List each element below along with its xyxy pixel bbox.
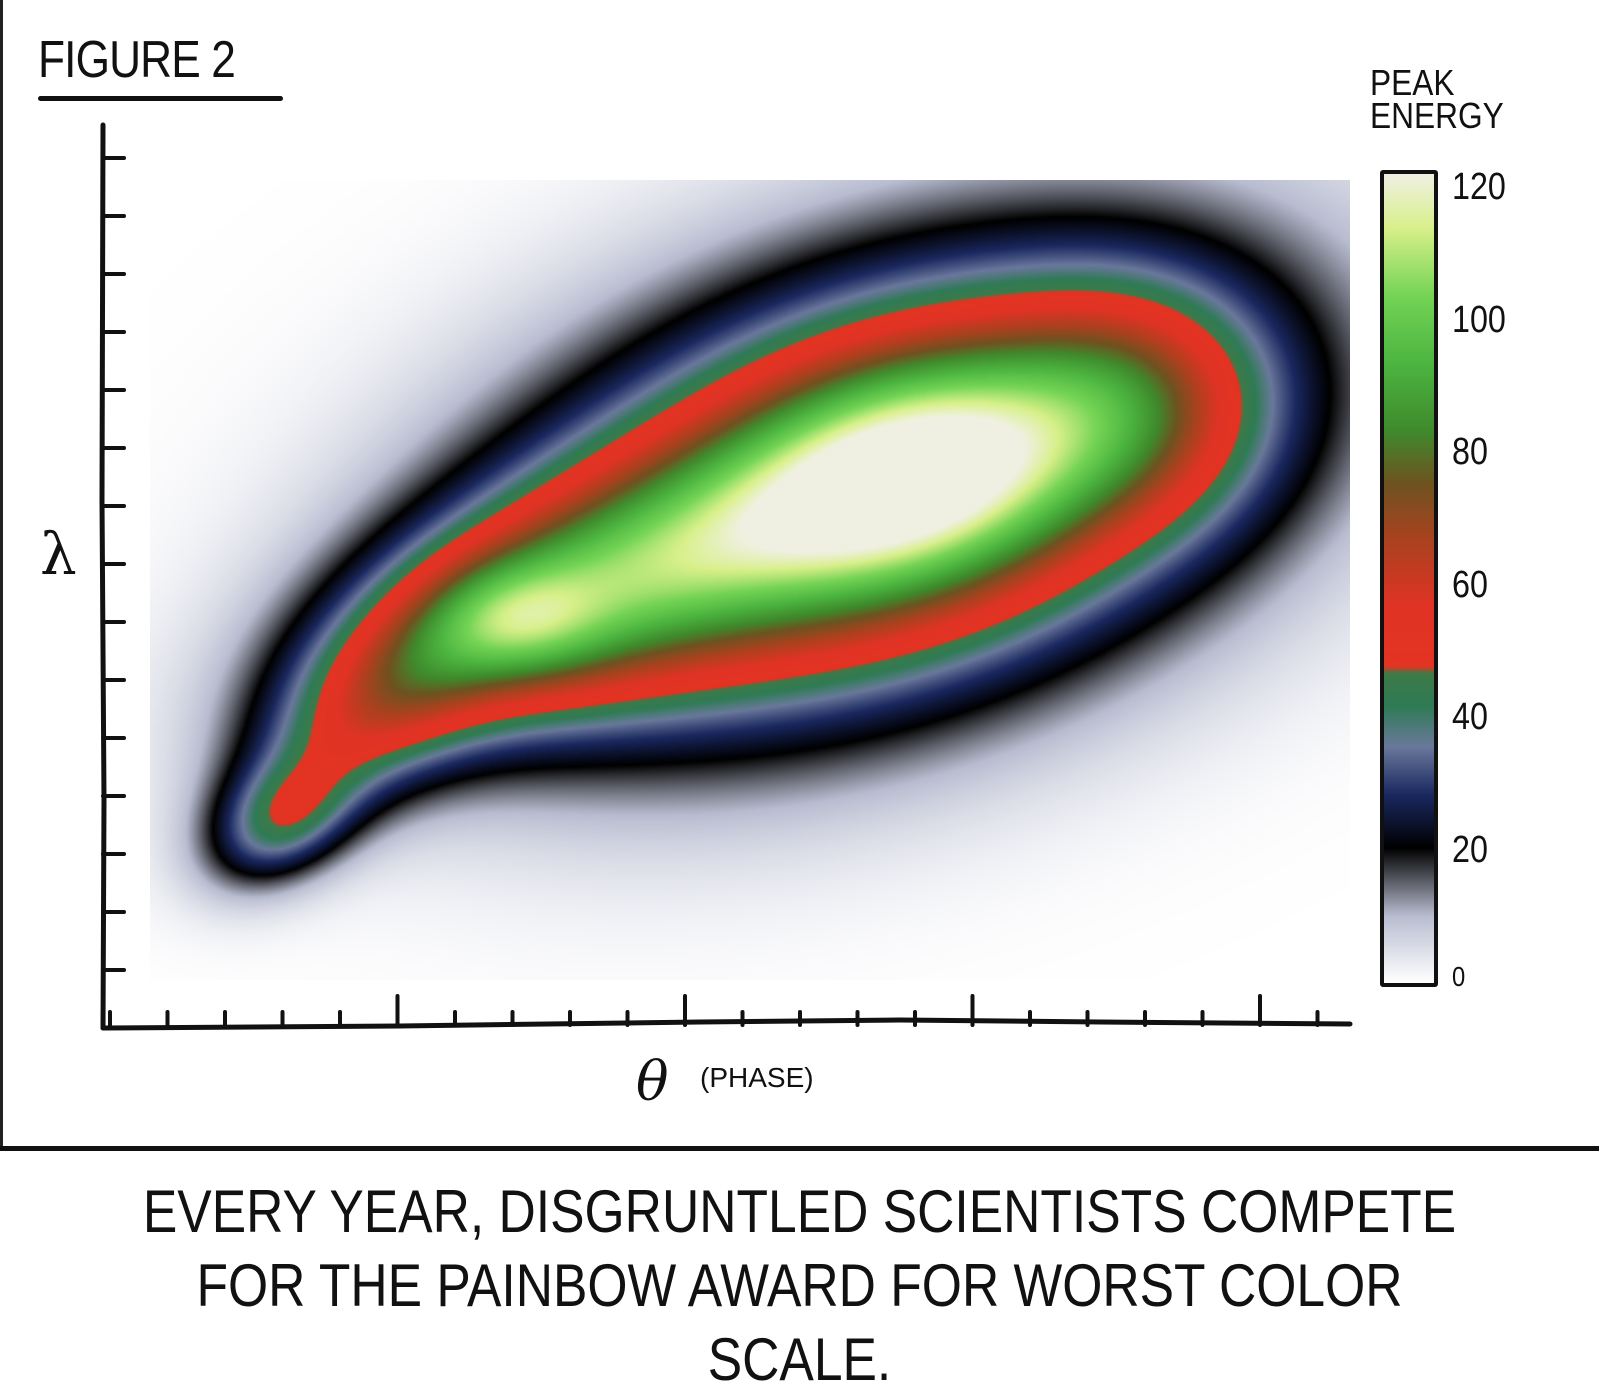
colorbar-tick-label: 80 — [1452, 431, 1488, 473]
x-axis-label: θ — [636, 1050, 669, 1113]
caption-line-1: EVERY YEAR, DISGRUNTLED SCIENTISTS COMPE… — [142, 1178, 1457, 1245]
colorbar-tick-label: 100 — [1452, 298, 1506, 341]
colorbar-tick-label: 20 — [1452, 828, 1488, 871]
x-axis-label-note: (PHASE) — [700, 1062, 814, 1093]
colorbar-tick-label: 60 — [1452, 563, 1488, 606]
colorbar-tick-label: 120 — [1452, 166, 1506, 208]
panel-divider — [0, 1146, 1599, 1151]
caption-line-2: FOR THE PAINBOW AWARD FOR WORST COLOR SC… — [196, 1252, 1403, 1393]
x-axis-line — [100, 1017, 1353, 1031]
colorbar — [1380, 170, 1438, 987]
axes — [99, 122, 1353, 1031]
figure-label: FIGURE 2 — [38, 31, 236, 89]
figure-label-underline — [38, 96, 283, 101]
y-axis-label: λ — [40, 520, 77, 588]
colorbar-tick-label: 40 — [1452, 696, 1488, 738]
colorbar-title: PEAK ENERGY — [1370, 62, 1504, 136]
colorbar-tick-label: 0 — [1452, 961, 1466, 992]
y-axis-line — [99, 122, 107, 1031]
caption: EVERY YEAR, DISGRUNTLED SCIENTISTS COMPE… — [0, 1175, 1599, 1397]
heatmap-field — [150, 180, 1350, 980]
panel-border — [0, 0, 3, 1150]
